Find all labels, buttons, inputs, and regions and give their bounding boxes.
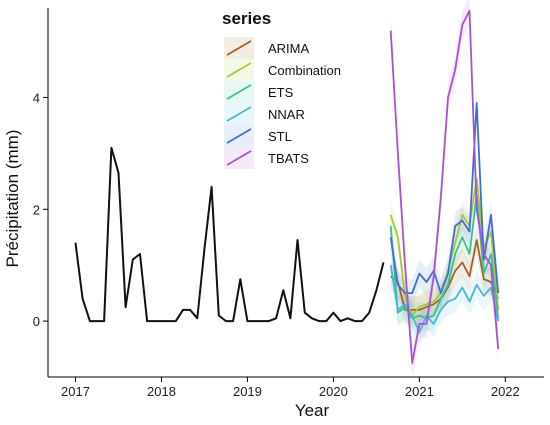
series-line-tbats [389,9,500,364]
legend-label: Combination [268,63,341,78]
prediction-bands [390,0,499,377]
legend-key-line [226,128,252,144]
legend-item-ets: ETS [224,81,294,103]
x-tick-label: 2019 [233,384,262,399]
x-tick-label: 2021 [405,384,434,399]
legend: series ARIMA Combination ETS NNAR STL TBATS [222,9,341,169]
prediction-band-stl [390,89,499,308]
y-tick-label: 2 [33,202,40,217]
legend-key-line [226,84,252,100]
x-tick-label: 2018 [147,384,176,399]
x-axis-title: Year [295,401,330,420]
legend-item-combination: Combination [224,59,341,81]
legend-key-line [226,106,252,122]
x-tick-label: 2017 [61,384,90,399]
legend-item-nnar: NNAR [224,103,305,125]
legend-label: NNAR [268,107,305,122]
legend-label: ETS [268,85,294,100]
prediction-band-nnar [390,251,499,347]
axes: 2017 2018 2019 2020 2021 2022 0 2 4 Year Précipita… [3,8,544,420]
prediction-band-ets [390,181,499,333]
series-lines [74,9,500,364]
x-tick-label: 2022 [491,384,520,399]
y-tick-label: 4 [33,90,40,105]
y-tick-label: 0 [33,314,40,329]
legend-item-stl: STL [224,125,292,147]
legend-label: TBATS [268,151,309,166]
legend-key-line [226,62,252,78]
legend-item-arima: ARIMA [224,37,310,59]
legend-title: series [222,9,271,28]
prediction-band-arima [390,226,499,324]
x-tick-label: 2020 [319,384,348,399]
series-line-stl [389,102,500,295]
legend-item-tbats: TBATS [224,147,309,169]
y-axis-title: Précipitation (mm) [3,130,22,268]
legend-label: STL [268,129,292,144]
legend-key-line [226,40,252,56]
legend-label: ARIMA [268,41,310,56]
observed-series-line [74,146,385,323]
legend-key-line [226,150,252,166]
